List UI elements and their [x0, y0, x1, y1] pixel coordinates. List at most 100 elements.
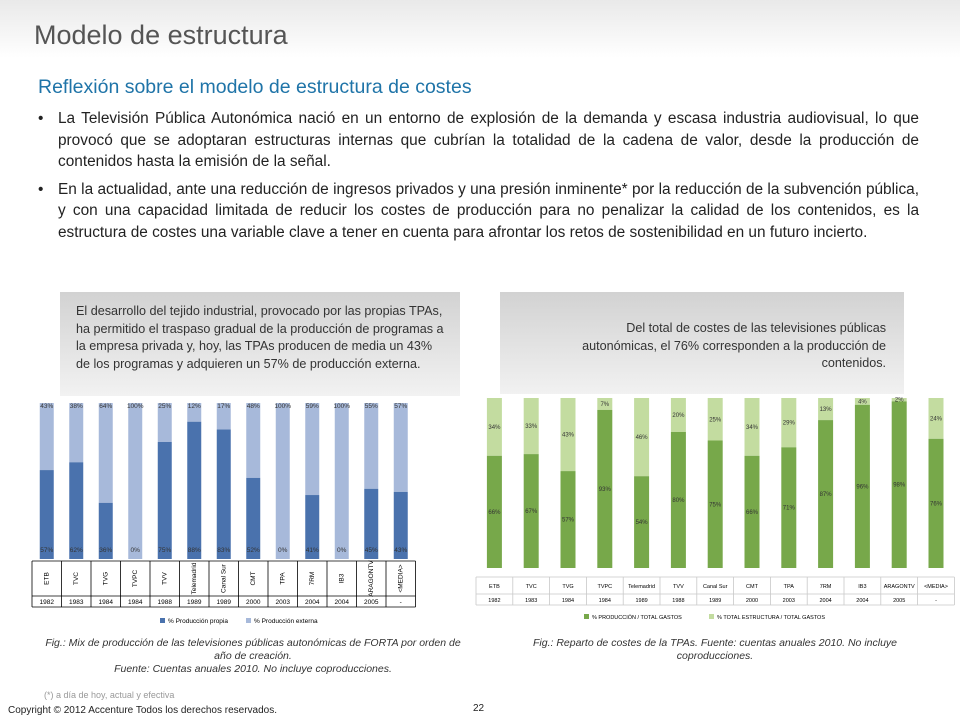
category-label: 7RM — [820, 584, 832, 590]
data-label-produccion: 98% — [893, 483, 906, 489]
bar-estructura — [818, 398, 834, 421]
legend-swatch-externa — [246, 618, 251, 623]
category-label: TVV — [161, 572, 168, 585]
legend-swatch-propia — [160, 618, 165, 623]
data-label-externa: 55% — [365, 403, 378, 410]
legend-swatch-produccion — [584, 614, 589, 619]
bullet-item: La Televisión Pública Autonómica nació e… — [36, 108, 919, 173]
year-label: 2003 — [276, 599, 291, 606]
data-label-externa: 12% — [188, 403, 201, 410]
year-label: 1989 — [709, 598, 721, 604]
year-label: 1984 — [99, 599, 114, 606]
data-label-propia: 36% — [99, 547, 112, 554]
data-label-propia: 43% — [394, 547, 407, 554]
year-label: 2005 — [893, 598, 905, 604]
year-label: 1984 — [562, 598, 574, 604]
callout-left: El desarrollo del tejido industrial, pro… — [76, 304, 444, 371]
category-label: TVPC — [597, 584, 612, 590]
slide-title: Modelo de estructura — [34, 20, 288, 50]
bar-produccion-externa — [246, 403, 261, 478]
data-label-propia: 41% — [306, 547, 319, 554]
cost-split-chart: 34% 66% 33% 67% 43% 57% 7% 93% 46% 54% 20% 80% 25% 75… — [474, 394, 960, 624]
callout-left-shade — [60, 292, 460, 396]
data-label-estructura: 46% — [636, 435, 649, 441]
bar-produccion-externa — [275, 403, 290, 559]
data-label-externa: 43% — [40, 403, 53, 410]
category-label: TPA — [279, 572, 286, 585]
data-label-produccion: 93% — [599, 487, 612, 493]
bar-produccion — [744, 455, 760, 568]
bar-produccion-propia — [216, 429, 231, 559]
year-label: 1989 — [217, 599, 232, 606]
bar-estructura — [854, 398, 870, 405]
category-label: ETB — [43, 572, 50, 585]
category-label: CMT — [250, 571, 257, 585]
bar-produccion-externa — [334, 403, 349, 559]
data-label-estructura: 13% — [820, 407, 833, 413]
data-label-propia: 75% — [158, 547, 171, 554]
bar-produccion — [854, 404, 870, 568]
category-label: TVV — [673, 584, 684, 590]
bar-estructura — [634, 398, 650, 477]
data-label-estructura: 34% — [746, 425, 759, 431]
bar-produccion-externa — [69, 403, 84, 463]
data-label-produccion: 76% — [930, 501, 943, 507]
data-label-propia: 62% — [70, 547, 83, 554]
bar-produccion — [486, 455, 502, 568]
bar-produccion-externa — [393, 403, 408, 492]
year-label: 2000 — [746, 598, 758, 604]
bar-produccion-propia — [157, 442, 172, 559]
year-label: 1982 — [40, 599, 55, 606]
category-label: Telemadrid — [628, 584, 655, 590]
page-number: 22 — [473, 703, 485, 714]
data-label-estructura: 24% — [930, 416, 943, 422]
legend-swatch-estructura — [709, 614, 714, 619]
data-label-propia: 0% — [337, 547, 347, 554]
data-label-externa: 25% — [158, 403, 171, 410]
bar-estructura — [707, 398, 723, 441]
caption-right: Fig.: Reparto de costes de la TPAs. Fuen… — [532, 637, 897, 662]
bar-estructura — [928, 398, 944, 439]
bar-produccion — [670, 432, 686, 568]
data-label-externa: 57% — [394, 403, 407, 410]
bar-produccion — [523, 454, 539, 568]
data-label-produccion: 67% — [525, 509, 538, 515]
year-label: 1984 — [128, 599, 143, 606]
bar-produccion-propia — [98, 502, 113, 559]
category-label: ARAGONTV — [884, 584, 915, 590]
data-label-estructura: 20% — [672, 413, 685, 419]
category-label: 7RM — [309, 572, 316, 586]
bar-produccion-externa — [364, 403, 379, 489]
data-label-estructura: 4% — [858, 399, 867, 405]
year-label: 1983 — [69, 599, 84, 606]
legend-label-externa: % Producción externa — [254, 618, 318, 625]
data-label-externa: 100% — [333, 403, 350, 410]
bar-estructura — [523, 398, 539, 455]
category-label: <MEDIA> — [397, 564, 404, 592]
bar-produccion-propia — [39, 470, 54, 559]
title-band — [0, 0, 960, 58]
category-label: ETB — [489, 584, 500, 590]
year-label: 1982 — [488, 598, 500, 604]
bar-produccion — [597, 409, 613, 568]
data-label-estructura: 43% — [562, 433, 575, 439]
category-label: Canal Sur — [220, 563, 227, 593]
bar-produccion-propia — [305, 495, 320, 559]
legend-label-propia: % Producción propia — [168, 618, 228, 625]
data-label-propia: 0% — [278, 547, 288, 554]
bar-estructura — [781, 398, 797, 448]
data-label-produccion: 75% — [709, 502, 722, 508]
bar-produccion-externa — [216, 403, 231, 430]
year-label: 1984 — [599, 598, 611, 604]
category-label: TVG — [102, 572, 109, 585]
bar-estructura — [486, 398, 502, 456]
bar-estructura — [597, 398, 613, 410]
bar-produccion-propia — [187, 421, 202, 559]
bar-produccion-externa — [128, 403, 143, 559]
chart-background — [24, 396, 464, 628]
bar-produccion — [818, 420, 834, 568]
category-label: TPA — [784, 584, 795, 590]
data-label-externa: 59% — [306, 403, 319, 410]
year-label: 2004 — [856, 598, 868, 604]
category-label: ARAGONTV — [368, 560, 375, 597]
